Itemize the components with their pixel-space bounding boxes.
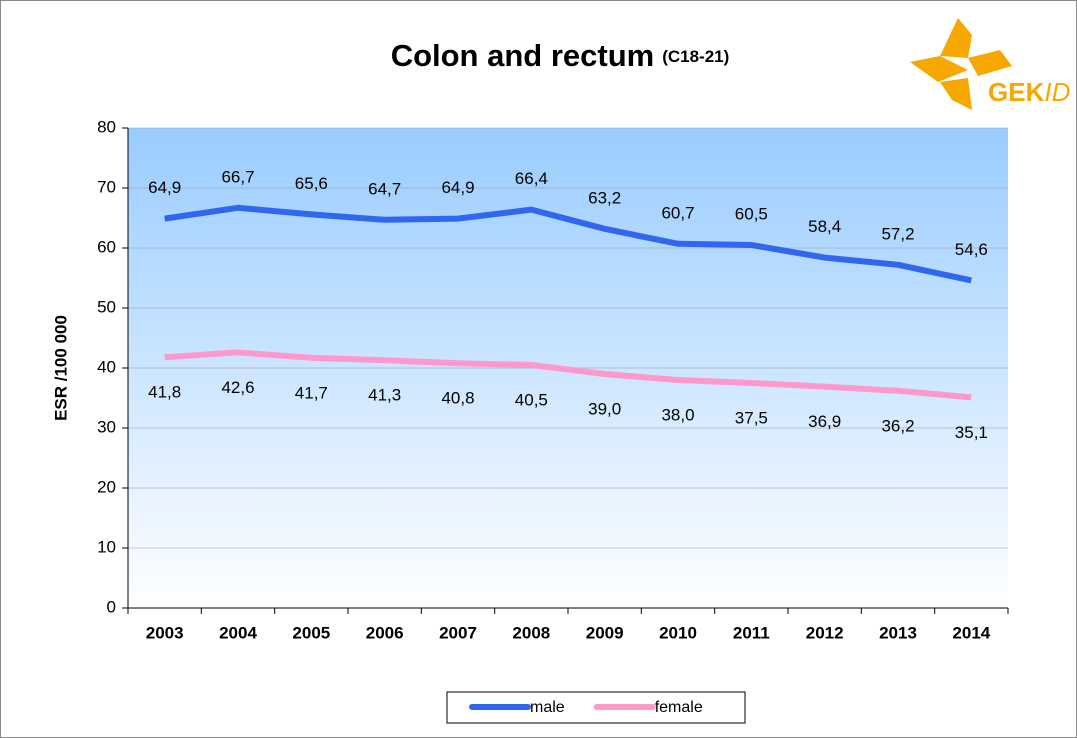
y-tick-label: 20 <box>97 477 116 496</box>
data-label: 66,7 <box>221 167 254 186</box>
data-label: 58,4 <box>808 217 841 236</box>
data-label: 64,9 <box>441 178 474 197</box>
y-tick-label: 80 <box>97 117 116 136</box>
y-tick-label: 70 <box>97 177 116 196</box>
x-tick-label: 2004 <box>219 623 257 642</box>
series-line <box>164 349 972 401</box>
x-tick-label: 2009 <box>586 623 624 642</box>
data-label: 36,9 <box>808 412 841 431</box>
logo-text: GEKID <box>988 77 1070 107</box>
logo-part: GEK <box>988 77 1045 107</box>
chart-subtitle: (C18-21) <box>662 47 729 66</box>
series-line <box>164 204 972 284</box>
chart-title: Colon and rectum <box>391 38 655 73</box>
x-tick-label: 2014 <box>952 623 990 642</box>
data-label: 41,3 <box>368 386 401 405</box>
legend-label: male <box>530 699 565 716</box>
data-label: 39,0 <box>588 399 621 418</box>
data-label: 41,7 <box>295 383 328 402</box>
y-axis-label: ESR /100 000 <box>51 315 70 421</box>
data-label: 54,6 <box>955 240 988 259</box>
x-tick-label: 2013 <box>879 623 917 642</box>
data-label: 40,5 <box>515 390 548 409</box>
legend-label: female <box>655 699 703 716</box>
y-tick-label: 30 <box>97 417 116 436</box>
y-tick-label: 50 <box>97 297 116 316</box>
x-tick-label: 2010 <box>659 623 697 642</box>
y-tick-label: 10 <box>97 537 116 556</box>
x-tick-label: 2007 <box>439 623 477 642</box>
data-label: 64,7 <box>368 179 401 198</box>
data-label: 57,2 <box>881 224 914 243</box>
data-label: 40,8 <box>441 389 474 408</box>
data-label: 42,6 <box>221 378 254 397</box>
x-tick-label: 2006 <box>366 623 404 642</box>
x-tick-label: 2008 <box>512 623 550 642</box>
x-tick-label: 2011 <box>733 623 770 642</box>
data-label: 37,5 <box>735 408 768 427</box>
data-label: 36,2 <box>881 416 914 435</box>
logo-part: ID <box>1044 77 1070 107</box>
data-label: 35,1 <box>955 423 988 442</box>
logo: GEKID <box>910 18 1070 110</box>
x-tick-label: 2012 <box>806 623 844 642</box>
data-label: 65,6 <box>295 174 328 193</box>
x-tick-label: 2005 <box>292 623 330 642</box>
data-label: 41,8 <box>148 383 181 402</box>
data-label: 60,7 <box>661 203 694 222</box>
y-tick-label: 40 <box>97 357 116 376</box>
y-tick-label: 0 <box>107 597 116 616</box>
data-label: 60,5 <box>735 204 768 223</box>
data-label: 38,0 <box>661 405 694 424</box>
y-tick-label: 60 <box>97 237 116 256</box>
x-tick-label: 2003 <box>146 623 184 642</box>
data-label: 66,4 <box>515 169 548 188</box>
data-label: 63,2 <box>588 188 621 207</box>
chart-title-group: Colon and rectum (C18-21) <box>391 38 730 73</box>
data-label: 64,9 <box>148 178 181 197</box>
